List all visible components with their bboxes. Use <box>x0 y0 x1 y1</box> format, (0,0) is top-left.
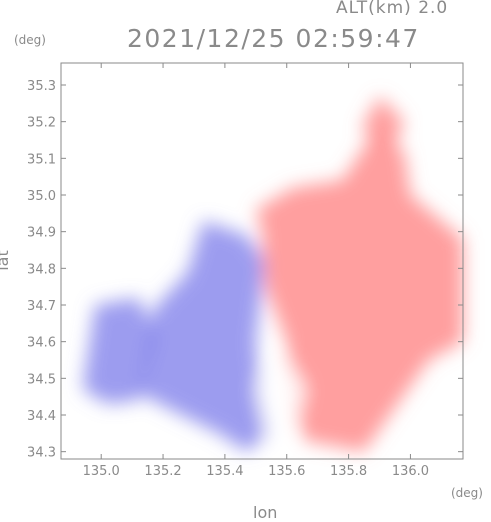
x-axis-label: lon <box>253 503 278 522</box>
region-positive-3 <box>361 96 405 151</box>
altitude-label: ALT(km) 2.0 <box>336 0 449 18</box>
region-negative-0 <box>138 220 272 452</box>
region-positive-2 <box>255 132 463 452</box>
y-axis-unit: (deg) <box>14 33 46 47</box>
plot-frame <box>60 62 464 460</box>
y-tick-label: 34.4 <box>27 409 56 424</box>
y-tick-label: 34.3 <box>27 446 56 461</box>
x-tick-label: 135.6 <box>268 464 305 479</box>
velocity-field <box>82 96 463 452</box>
x-axis-unit: (deg) <box>451 486 483 500</box>
y-tick-label: 34.5 <box>27 372 56 387</box>
y-tick-label: 35.1 <box>27 152 56 167</box>
y-tick-label: 34.8 <box>27 262 56 277</box>
region-neutral-4 <box>255 349 306 445</box>
axes: 135.0 135.2 135.4 135.6 135.8 136.0 34.3 34.4 34… <box>27 62 464 479</box>
region-negative-1 <box>82 297 157 404</box>
y-tick-label: 35.2 <box>27 116 56 131</box>
y-tick-label: 35.3 <box>27 79 56 94</box>
y-tick-label: 35.0 <box>27 189 56 204</box>
y-tick-label: 34.7 <box>27 299 56 314</box>
y-tick-label: 34.9 <box>27 226 56 241</box>
x-tick-label: 135.8 <box>330 464 367 479</box>
x-tick-label: 135.0 <box>83 464 120 479</box>
x-tick-label: 135.2 <box>144 464 181 479</box>
timestamp-title: 2021/12/25 02:59:47 <box>127 24 420 53</box>
x-tick-label: 136.0 <box>392 464 429 479</box>
x-tick-label: 135.4 <box>206 464 243 479</box>
y-tick-label: 34.6 <box>27 336 56 351</box>
